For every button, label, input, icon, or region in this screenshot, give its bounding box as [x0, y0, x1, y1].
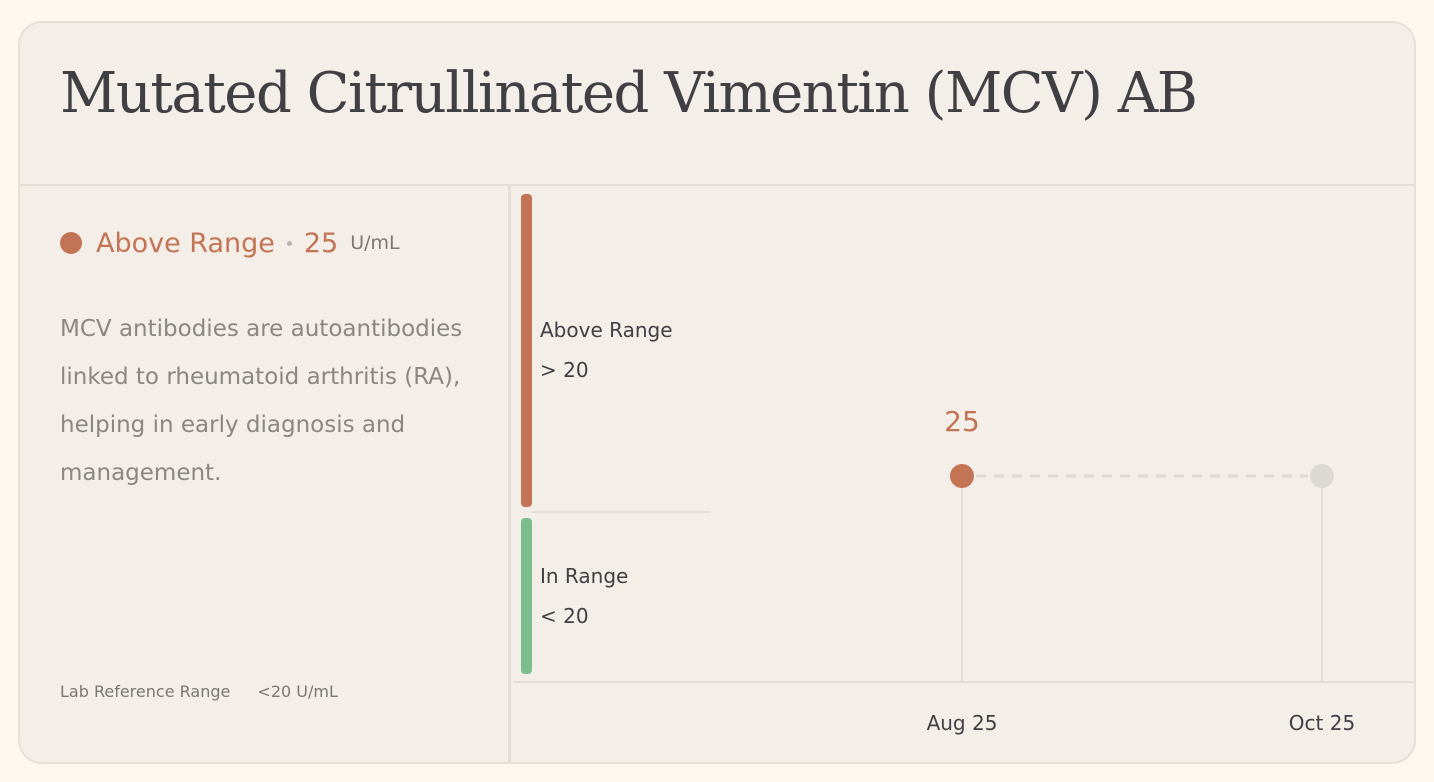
data-label: 25 — [944, 405, 980, 438]
page-title: Mutated Citrullinated Vimentin (MCV) AB — [60, 61, 1198, 126]
above-range-threshold: > 20 — [540, 358, 589, 382]
x-tick-label: Oct 25 — [1289, 711, 1355, 735]
lab-reference-range: Lab Reference Range <20 U/mL — [60, 682, 338, 701]
range-separator — [532, 511, 710, 513]
column-divider — [508, 186, 511, 762]
placeholder-point — [1310, 464, 1334, 488]
status-value: 25 — [303, 227, 339, 259]
status-summary: Above Range 25 U/mL — [60, 223, 400, 263]
reference-value: <20 U/mL — [257, 682, 338, 701]
above-range-bar — [521, 194, 532, 507]
separator-dot-icon — [286, 240, 292, 246]
biomarker-card: Mutated Citrullinated Vimentin (MCV) AB … — [18, 21, 1416, 764]
above-range-title: Above Range — [540, 318, 673, 342]
in-range-label: In Range < 20 — [540, 556, 628, 636]
header-divider — [20, 184, 1414, 186]
status-unit: U/mL — [350, 232, 400, 254]
status-dot-icon — [60, 232, 82, 254]
data-point — [950, 464, 974, 488]
in-range-bar — [521, 518, 532, 674]
in-range-title: In Range — [540, 564, 629, 588]
status-label: Above Range — [96, 227, 275, 259]
biomarker-description: MCV antibodies are autoantibodies linked… — [60, 316, 463, 486]
x-tick-label: Aug 25 — [927, 711, 998, 735]
result-history-chart: 25 Aug 25 Oct 25 — [513, 405, 1414, 735]
reference-label: Lab Reference Range — [60, 682, 231, 701]
above-range-label: Above Range > 20 — [540, 310, 673, 390]
in-range-threshold: < 20 — [540, 604, 589, 628]
